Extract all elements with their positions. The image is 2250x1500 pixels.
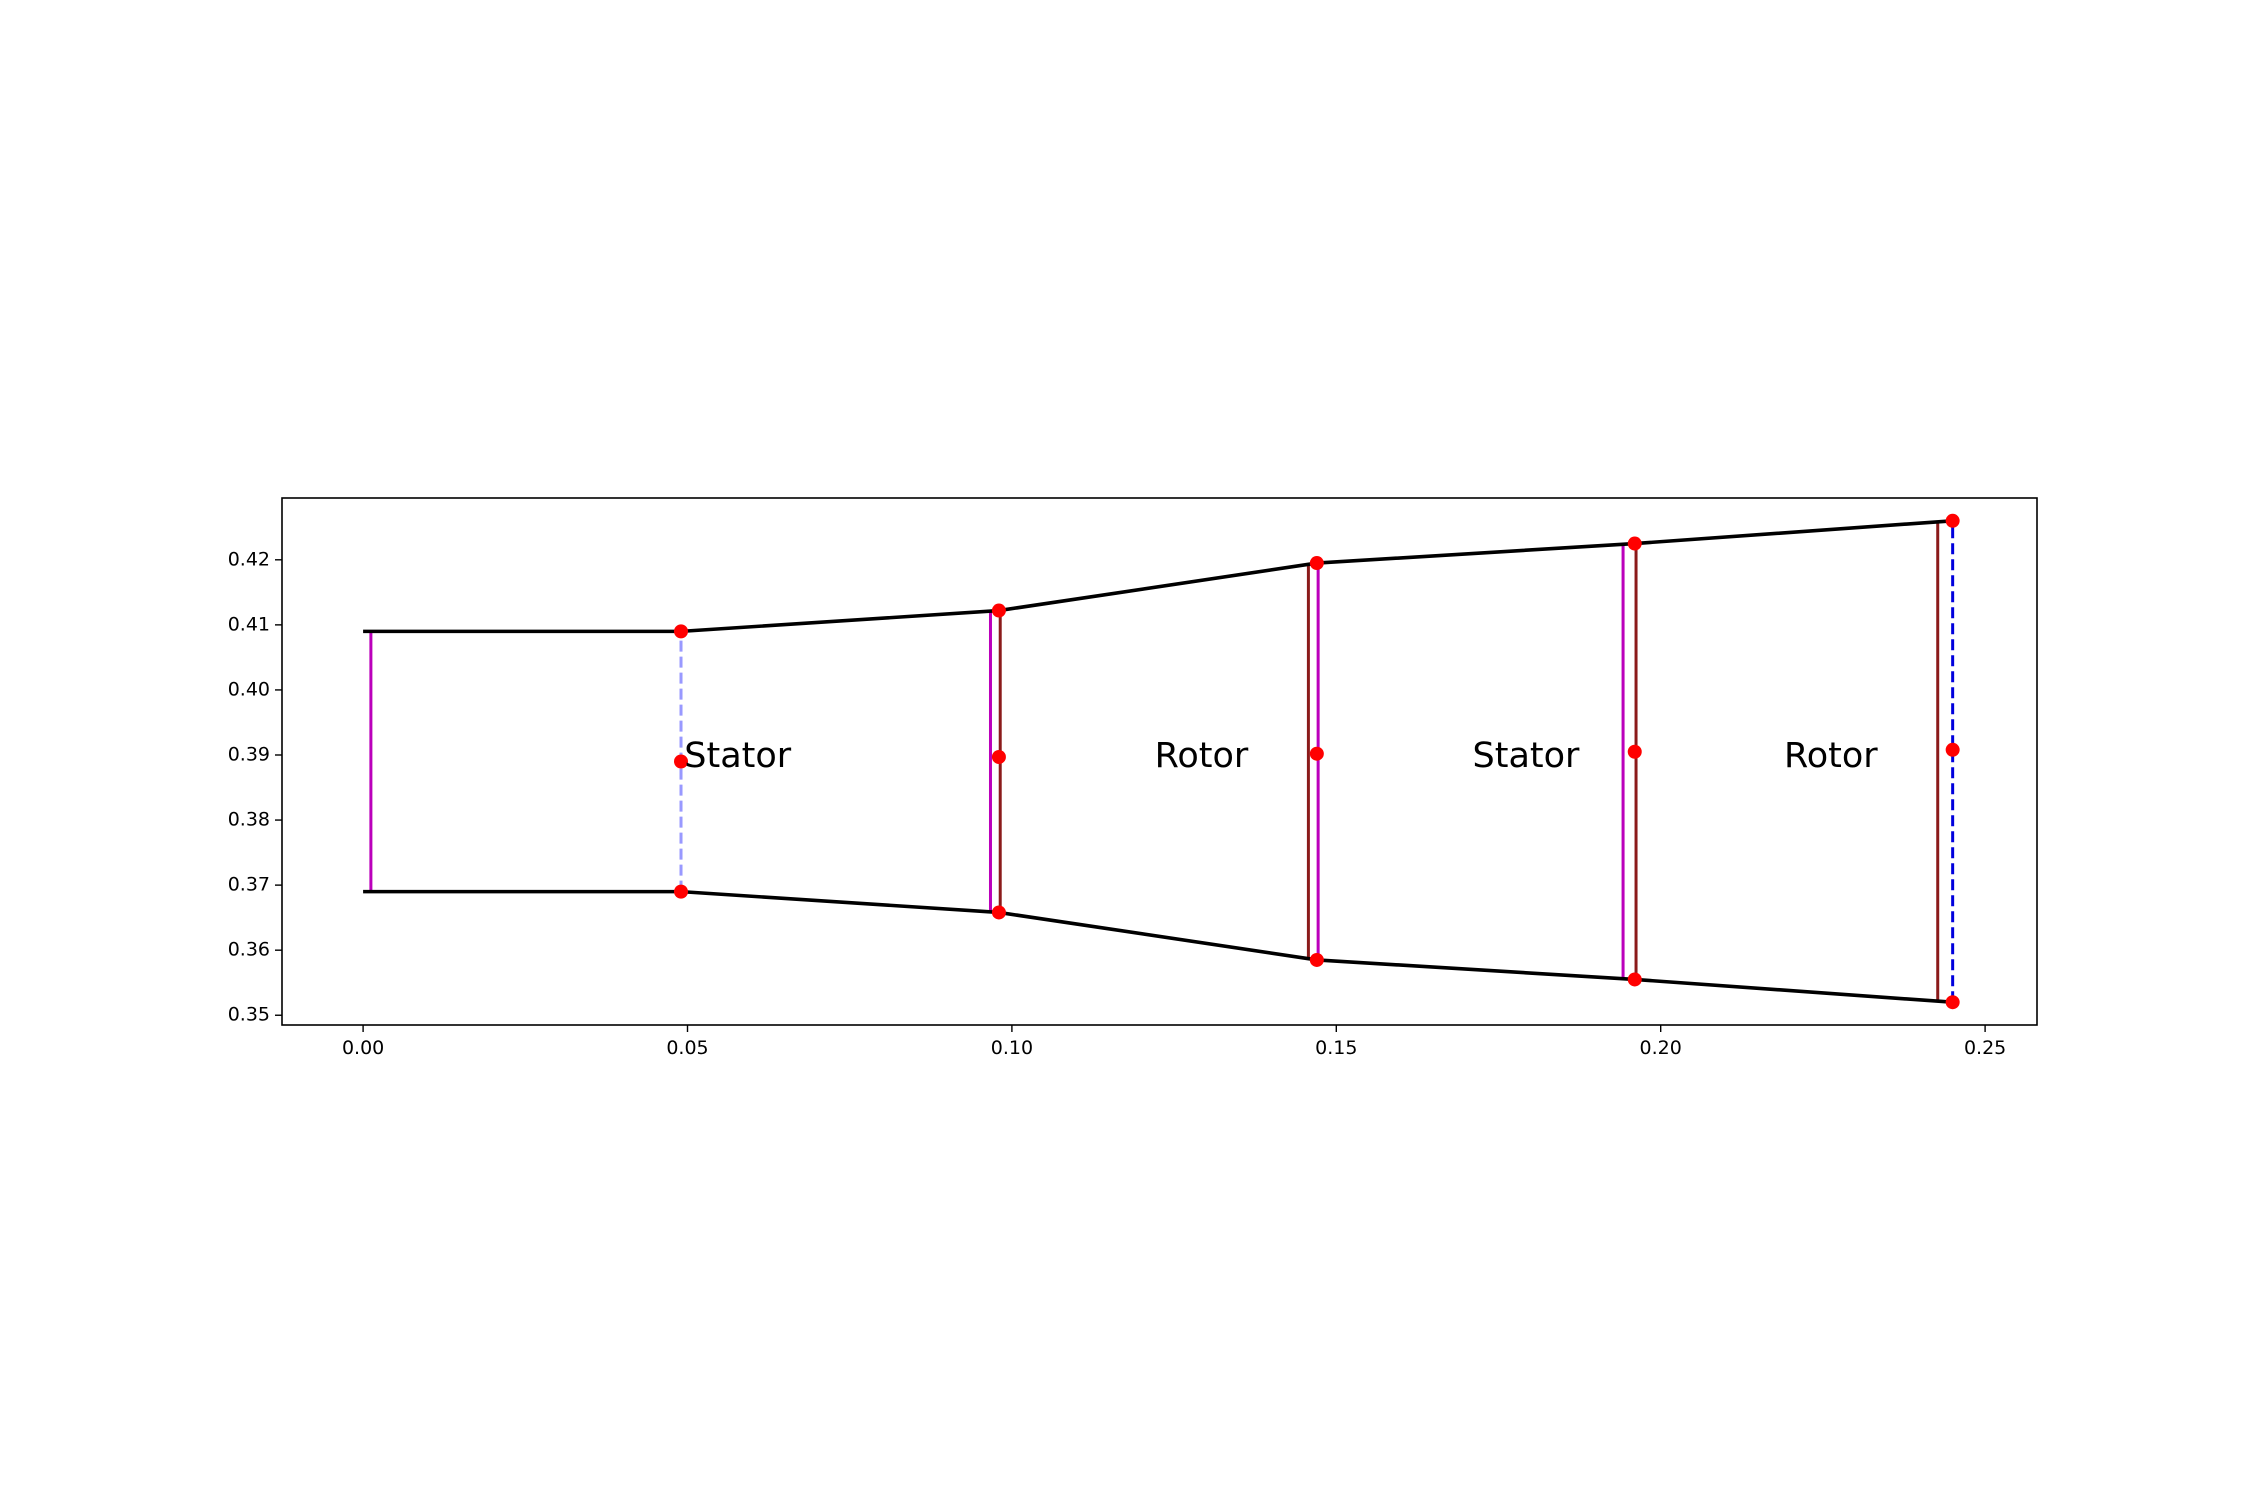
y-tick-label-8: 0.42 — [228, 548, 270, 570]
x-axis: 0.00 0.05 0.10 0.15 0.20 0.25 — [342, 1025, 2006, 1059]
control-point-7 — [1309, 556, 1324, 571]
region-labels: Stator Rotor Stator Rotor — [684, 736, 1878, 776]
control-point-8 — [1309, 746, 1324, 761]
control-point-10 — [1627, 536, 1642, 551]
control-points — [674, 513, 1960, 1010]
control-point-14 — [1945, 742, 1960, 757]
control-point-4 — [991, 603, 1006, 618]
x-tick-label-1: 0.00 — [342, 1037, 384, 1059]
y-tick-label-7: 0.41 — [228, 613, 270, 635]
control-point-12 — [1627, 972, 1642, 987]
y-tick-label-6: 0.40 — [228, 678, 270, 700]
control-point-3 — [674, 884, 689, 899]
y-tick-label-1: 0.35 — [228, 1004, 270, 1026]
x-tick-label-2: 0.05 — [666, 1037, 708, 1059]
y-tick-label-2: 0.36 — [228, 939, 270, 961]
y-tick-label-4: 0.38 — [228, 809, 270, 831]
control-point-11 — [1627, 744, 1642, 759]
plot-frame — [281, 497, 2038, 1026]
y-tick-label-3: 0.37 — [228, 874, 270, 896]
control-point-6 — [991, 905, 1006, 920]
hub-line — [363, 889, 1953, 1005]
region-label-1: Stator — [684, 736, 792, 776]
control-point-13 — [1945, 513, 1960, 528]
x-tick-label-4: 0.15 — [1315, 1037, 1357, 1059]
region-label-3: Stator — [1473, 736, 1581, 776]
y-tick-label-5: 0.39 — [228, 743, 270, 765]
x-tick-label-3: 0.10 — [991, 1037, 1033, 1059]
control-point-15 — [1945, 995, 1960, 1010]
control-point-5 — [991, 749, 1006, 764]
control-point-2 — [674, 754, 689, 769]
x-tick-label-6: 0.25 — [1964, 1037, 2006, 1059]
control-point-1 — [674, 624, 689, 639]
boundary-lines — [363, 518, 1953, 1005]
control-point-9 — [1309, 952, 1324, 967]
region-label-4: Rotor — [1784, 736, 1878, 776]
x-tick-label-5: 0.20 — [1640, 1037, 1682, 1059]
shroud-line — [363, 518, 1953, 634]
region-label-2: Rotor — [1155, 736, 1249, 776]
y-axis: 0.35 0.36 0.37 0.38 0.39 0.40 0.41 0.42 — [228, 548, 282, 1026]
